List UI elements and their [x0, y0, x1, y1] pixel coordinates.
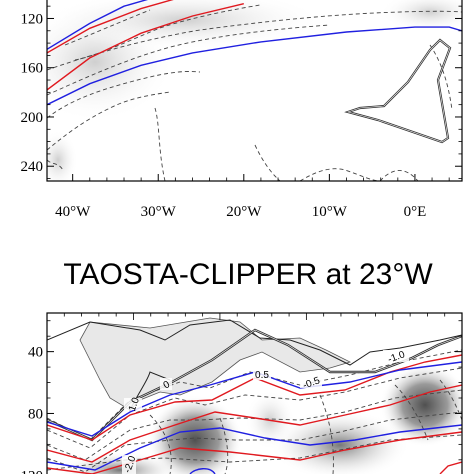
contour-label-1: 1.0: [127, 396, 142, 413]
x-tick-label: 40°W: [55, 204, 91, 220]
bottom-ticks: 40 80 120: [21, 313, 463, 474]
top-dashed-contours: [47, 4, 462, 181]
top-panel: 40°W 30°W 20°W 10°W 0°E 120 160 200 240: [21, 0, 463, 220]
bottom-panel: 1.0 0 0.5 -0.5 -1.0 -2.0 40 80 120: [21, 312, 463, 474]
top-series-lines: [47, 0, 462, 106]
y-tick-label: 240: [21, 159, 44, 175]
bottom-panel-title: TAOSTA-CLIPPER at 23°W: [63, 258, 433, 291]
x-tick-label: 20°W: [226, 204, 262, 220]
y-tick-label: 80: [28, 406, 43, 422]
bottom-shading: [60, 317, 462, 474]
y-tick-label: 200: [21, 110, 44, 126]
y-tick-label: 120: [21, 11, 44, 27]
contour-label-2: 0: [162, 379, 173, 392]
x-tick-label: 30°W: [141, 204, 177, 220]
y-tick-label: 40: [28, 345, 43, 361]
bottom-dashed-contours: [47, 349, 462, 474]
contour-label-3: 0.5: [255, 370, 269, 381]
x-tick-label: 10°W: [312, 204, 348, 220]
x-tick-label: 0°E: [404, 204, 427, 220]
series-line-blue-2: [47, 0, 149, 50]
top-axes-frame: [46, 0, 463, 182]
y-tick-label: 120: [21, 468, 44, 474]
series-line-red-1: [47, 3, 244, 91]
top-ticks: 40°W 30°W 20°W 10°W 0°E 120 160 200 240: [21, 5, 462, 220]
contour-label-6: -2.0: [122, 454, 138, 474]
series-line-blue-3: [47, 26, 462, 106]
contour-labels: 1.0 0 0.5 -0.5 -1.0 -2.0: [122, 349, 409, 474]
y-tick-label: 160: [21, 61, 44, 77]
series-line-red-0: [47, 0, 174, 54]
